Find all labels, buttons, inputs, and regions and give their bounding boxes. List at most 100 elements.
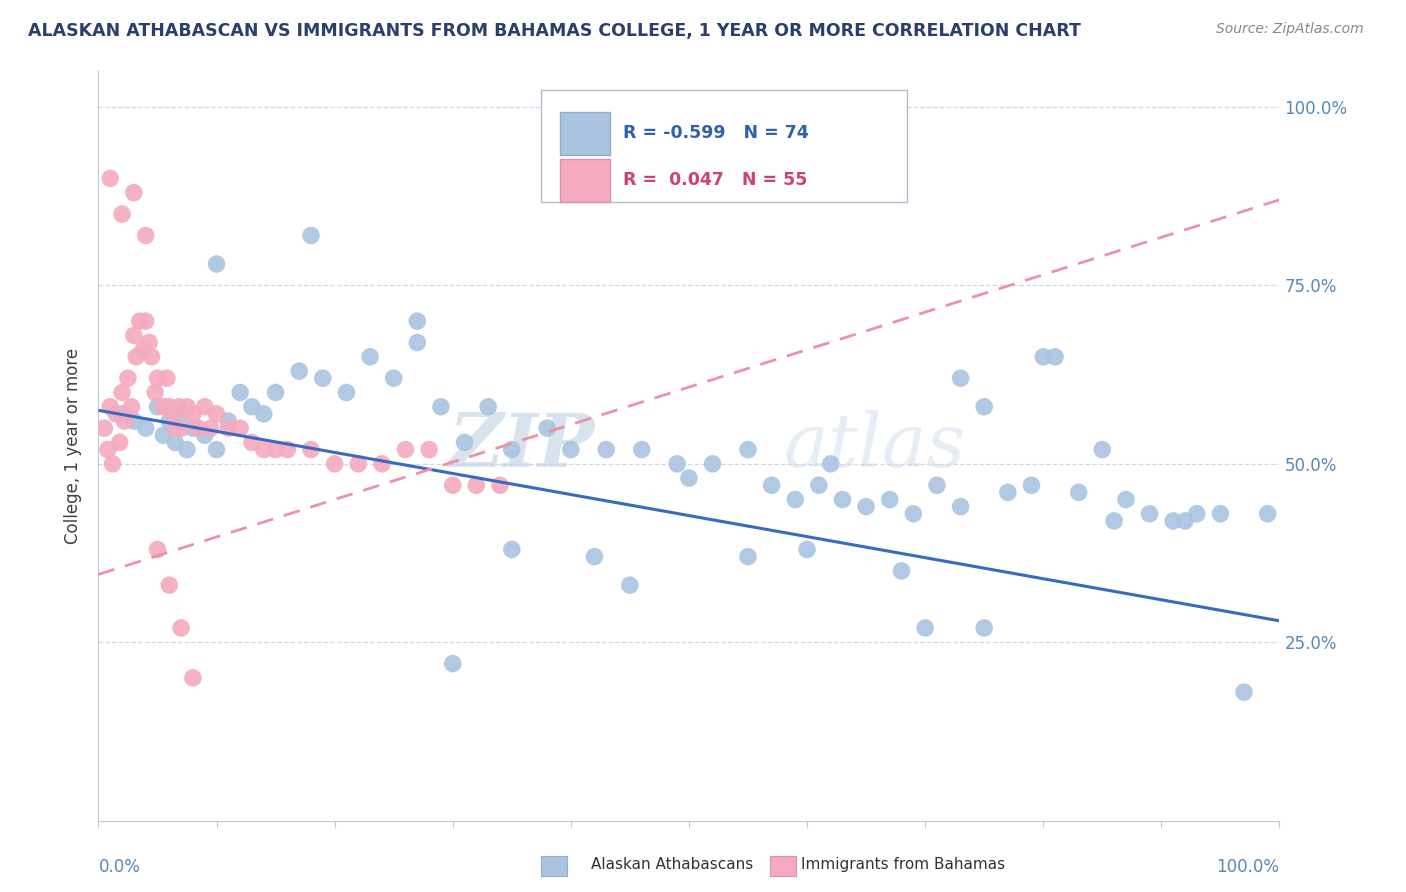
Point	[347, 457, 370, 471]
Point	[406, 335, 429, 350]
Point	[855, 500, 877, 514]
Point	[1185, 507, 1208, 521]
Point	[441, 478, 464, 492]
Point	[925, 478, 948, 492]
Point	[761, 478, 783, 492]
Point	[1032, 350, 1054, 364]
Point	[406, 314, 429, 328]
Point	[121, 400, 143, 414]
Point	[465, 478, 488, 492]
Text: Immigrants from Bahamas: Immigrants from Bahamas	[801, 857, 1005, 872]
Point	[418, 442, 440, 457]
Point	[702, 457, 724, 471]
Point	[949, 371, 972, 385]
Point	[1233, 685, 1256, 699]
Point	[831, 492, 853, 507]
Point	[299, 442, 322, 457]
Text: R =  0.047   N = 55: R = 0.047 N = 55	[623, 171, 807, 189]
Point	[737, 442, 759, 457]
Point	[111, 385, 134, 400]
Point	[165, 421, 187, 435]
Point	[253, 442, 276, 457]
Point	[796, 542, 818, 557]
Point	[1161, 514, 1184, 528]
Point	[1209, 507, 1232, 521]
Point	[194, 400, 217, 414]
Point	[122, 186, 145, 200]
Point	[156, 371, 179, 385]
Point	[666, 457, 689, 471]
Point	[152, 400, 174, 414]
Point	[312, 371, 335, 385]
Point	[595, 442, 617, 457]
Point	[200, 421, 222, 435]
Point	[879, 492, 901, 507]
Point	[489, 478, 512, 492]
Point	[1091, 442, 1114, 457]
Point	[477, 400, 499, 414]
Point	[1115, 492, 1137, 507]
Point	[288, 364, 311, 378]
Text: Source: ZipAtlas.com: Source: ZipAtlas.com	[1216, 22, 1364, 37]
Point	[128, 314, 150, 328]
Point	[157, 578, 180, 592]
Point	[240, 400, 263, 414]
Point	[122, 414, 145, 428]
Y-axis label: College, 1 year or more: College, 1 year or more	[65, 348, 83, 544]
Point	[146, 400, 169, 414]
Point	[167, 400, 190, 414]
Point	[181, 671, 204, 685]
Point	[323, 457, 346, 471]
Point	[453, 435, 475, 450]
Point	[170, 621, 193, 635]
Point	[1257, 507, 1279, 521]
Point	[152, 428, 174, 442]
Point	[165, 435, 187, 450]
FancyBboxPatch shape	[560, 112, 610, 154]
Point	[903, 507, 925, 521]
Point	[371, 457, 394, 471]
Point	[253, 407, 276, 421]
Text: atlas: atlas	[783, 409, 966, 483]
Point	[205, 407, 228, 421]
Point	[949, 500, 972, 514]
Point	[359, 350, 381, 364]
Point	[108, 435, 131, 450]
Point	[382, 371, 405, 385]
Point	[1043, 350, 1066, 364]
Point	[229, 385, 252, 400]
Point	[125, 350, 148, 364]
Point	[205, 442, 228, 457]
Point	[135, 228, 157, 243]
Point	[240, 435, 263, 450]
Point	[205, 257, 228, 271]
Point	[146, 371, 169, 385]
Point	[93, 421, 115, 435]
Point	[394, 442, 416, 457]
Point	[181, 421, 204, 435]
Point	[157, 414, 180, 428]
Point	[973, 400, 995, 414]
Point	[217, 414, 239, 428]
Text: R = -0.599   N = 74: R = -0.599 N = 74	[623, 124, 808, 142]
Point	[583, 549, 606, 564]
Point	[194, 428, 217, 442]
Point	[138, 335, 160, 350]
Point	[101, 457, 124, 471]
Point	[217, 421, 239, 435]
Point	[276, 442, 298, 457]
Point	[441, 657, 464, 671]
Point	[135, 314, 157, 328]
Point	[105, 407, 128, 421]
Point	[299, 228, 322, 243]
Point	[335, 385, 357, 400]
Point	[973, 621, 995, 635]
Point	[146, 542, 169, 557]
Point	[111, 207, 134, 221]
Point	[914, 621, 936, 635]
FancyBboxPatch shape	[560, 159, 610, 202]
Text: 0.0%: 0.0%	[98, 858, 141, 876]
Point	[111, 407, 134, 421]
Point	[807, 478, 830, 492]
Point	[785, 492, 807, 507]
